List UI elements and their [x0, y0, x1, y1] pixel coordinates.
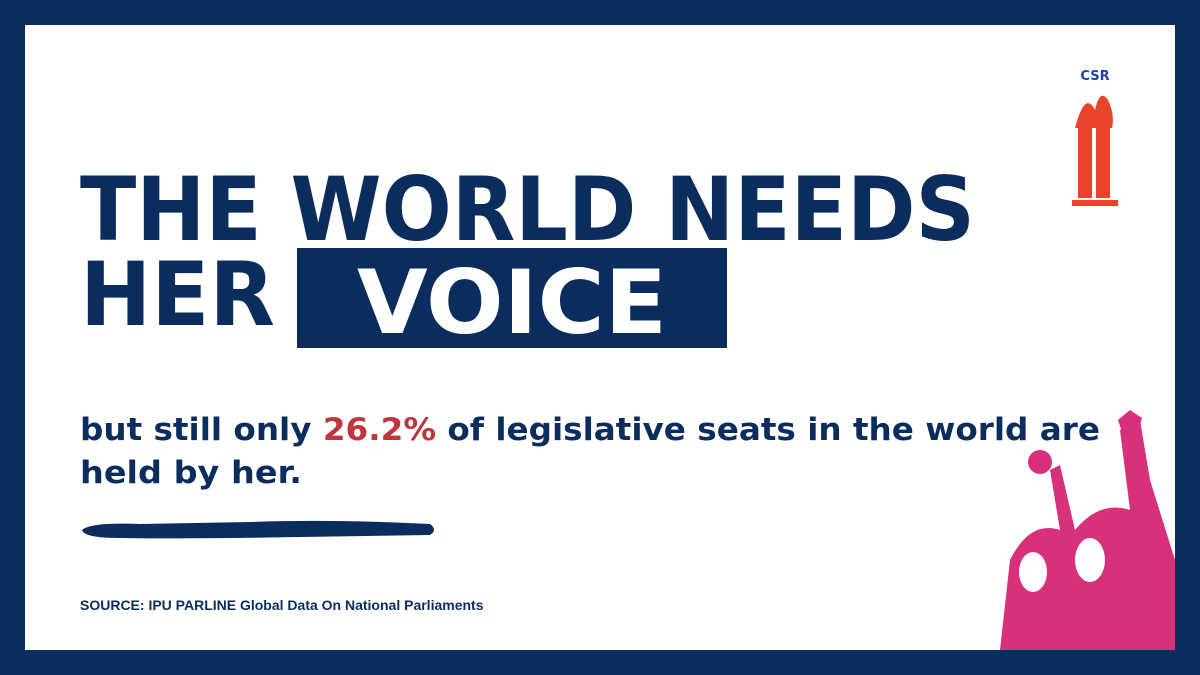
body-text: but still only — [80, 412, 323, 448]
body-stat: 26.2% — [323, 412, 436, 448]
highlight-word: VOICE — [357, 251, 667, 354]
protest-faces — [1019, 538, 1105, 592]
source: SOURCE: IPU PARLINE Global Data On Natio… — [80, 597, 484, 613]
headline-line2: HER — [80, 243, 275, 346]
body-line2: held by her. — [80, 455, 302, 491]
logo-text: CSR — [1080, 69, 1109, 84]
brush-stroke — [82, 520, 434, 539]
body-line1: but still only 26.2% of legislative seat… — [80, 412, 1100, 448]
headline-line1: THE WORLD NEEDS — [80, 158, 975, 261]
protest-illustration — [1000, 410, 1175, 650]
logo-figures — [1072, 95, 1118, 206]
highlight-box — [297, 248, 727, 348]
body-text: of legislative seats in the world are — [436, 412, 1100, 448]
